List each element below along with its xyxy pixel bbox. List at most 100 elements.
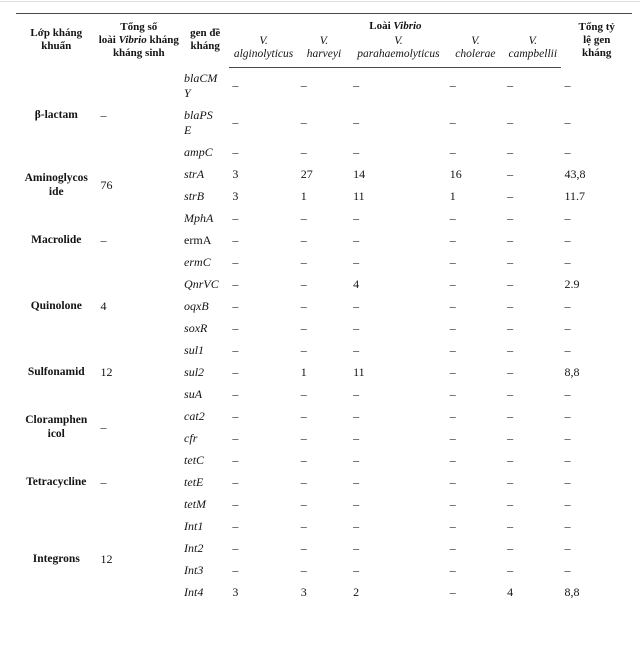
value-cell: – [232,364,239,379]
value-cell: – [353,254,360,269]
gene-cell: sul2 [181,362,229,384]
value-cell: – [507,254,514,269]
value-cell: – [507,364,514,379]
gene-name: QnrVC [184,276,219,291]
value-cell: – [300,144,307,159]
rate-cell: – [564,408,571,423]
value-cell: – [353,210,360,225]
gene-cell: cfr [181,428,229,450]
value-cell: – [507,342,514,357]
value-cell: – [449,232,456,247]
value-cell: – [353,144,360,159]
gene-cell: ermA [181,230,229,252]
gene-cell: ampC [181,142,229,164]
gene-name: suA [184,386,203,401]
value-cell: – [300,276,307,291]
value-cell: – [300,474,307,489]
gene-row: Int4 3 3 2 – 4 8,8 [16,582,632,604]
gene-row: Cloramphenicol – cat2 – – – – – – [16,406,632,441]
value-cell: – [507,496,514,511]
value-cell: – [300,78,307,93]
species-name: alginolyticus [233,48,294,60]
gene-row: Int2 – – – – – – [16,538,632,560]
gene-name: strB [184,188,205,203]
value-cell: – [449,276,456,291]
value-cell: – [449,430,456,445]
rate-cell: – [564,115,571,129]
value-cell: 1 [300,188,307,203]
value-cell: – [300,232,307,247]
value-cell: – [232,474,239,489]
header-total-line2: loài Vibrio kháng [99,34,180,47]
value-cell: – [507,210,514,225]
rate-cell: – [564,496,571,511]
value-cell: – [232,78,239,93]
gene-row: sul2 – 1 11 – – 8,8 [16,362,632,384]
gene-row: soxR – – – – – – [16,318,632,340]
gene-name: Int1 [184,518,204,533]
header-class-column: Lớp kháng khuẩn [16,14,97,68]
value-cell: – [300,540,307,555]
value-cell: – [449,496,456,511]
class-cell: Tetracycline [16,450,97,516]
value-cell: – [353,518,360,533]
value-cell: 3 [232,188,239,203]
table-header: Lớp kháng khuẩn Tổng số loài Vibrio khán… [16,14,632,68]
species-abbr: V. [394,35,403,47]
rate-cell: – [564,320,571,335]
class-cell: Quinolone [16,274,97,340]
rate-cell: 43,8 [564,166,586,181]
value-cell: – [300,115,307,129]
value-cell: – [449,342,456,357]
header-total-line3: kháng sinh [112,46,165,59]
value-cell: – [507,166,514,181]
class-cell: Aminoglycoside [16,164,97,208]
gene-name: soxR [184,320,208,335]
gene-name: tetM [184,496,207,511]
value-cell: – [507,540,514,555]
value-cell: 2 [353,584,360,599]
gene-cell: blaPSE [181,105,229,142]
gene-cell: blaCMY [181,68,229,105]
rate-cell: – [564,518,571,533]
gene-cell: sul1 [181,340,229,362]
header-row-top: Lớp kháng khuẩn Tổng số loài Vibrio khán… [16,14,632,59]
value-cell: – [353,562,360,577]
value-cell: – [449,364,456,379]
gene-row: tetE – – – – – – [16,472,632,494]
gene-cell: tetM [181,494,229,516]
gene-cell: QnrVC [181,274,229,296]
gene-cell: Int2 [181,538,229,560]
class-cell: Macrolide [16,208,97,274]
value-cell: – [353,430,360,445]
gene-cell: tetC [181,450,229,472]
value-cell: – [449,408,456,423]
header-rate-column: Tổng tỷ lệ gen kháng [561,14,632,68]
value-cell: – [449,518,456,533]
gene-name: sul1 [184,342,205,357]
value-cell: – [300,298,307,313]
header-species-parahaemolyticus: V. parahaemolyticus [350,33,447,68]
species-total-cell: – [100,474,107,489]
value-cell: – [232,254,239,269]
value-cell: 1 [300,364,307,379]
gene-row: Tetracycline – tetC – – – – – – [16,450,632,489]
value-cell: – [353,386,360,401]
species-name: campbellii [508,48,558,60]
value-cell: – [300,342,307,357]
species-total-cell: 12 [100,551,113,566]
value-cell: – [507,144,514,159]
species-name: cholerae [455,48,496,60]
species-total-cell: 12 [100,364,113,379]
antibiotic-resistance-gene-table: Lớp kháng khuẩn Tổng số loài Vibrio khán… [16,13,632,604]
value-cell: – [232,452,239,467]
gene-name: blaPSE [184,107,213,137]
value-cell: – [449,386,456,401]
gene-name: MphA [184,210,214,225]
gene-row: Macrolide – MphA – – – – – – [16,208,632,247]
gene-name: ermA [184,232,212,247]
species-total-cell: – [100,419,107,434]
value-cell: – [300,430,307,445]
value-cell: – [507,562,514,577]
value-cell: – [232,298,239,313]
